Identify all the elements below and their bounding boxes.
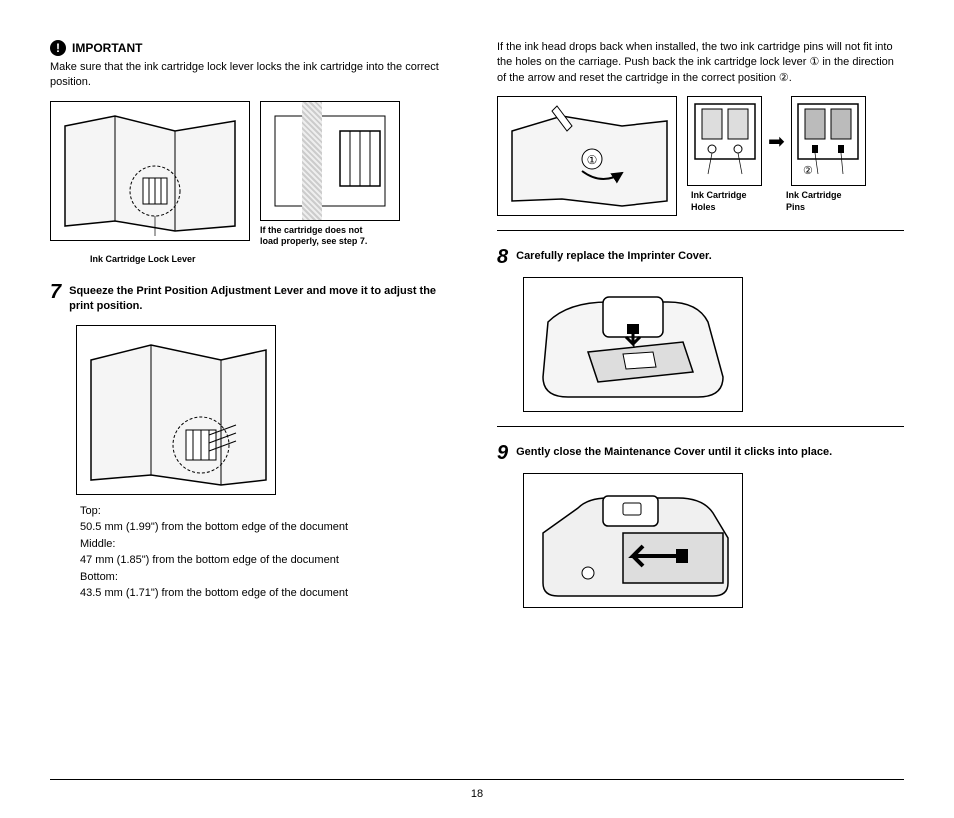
printer-diagram-4: ① [502,101,672,211]
figure-holes [687,96,762,186]
bot-label: Bottom: [80,569,457,586]
important-icon: ! [50,40,66,56]
figure-cartridge-closeup [260,101,400,221]
figure-adjustment-lever [76,325,276,495]
divider-1 [497,230,904,231]
cartridge-caption: If the cartridge does not load properly,… [260,225,400,248]
printer-diagram-3 [81,330,271,490]
holes-diagram [690,99,760,184]
page-footer: 18 [50,779,904,800]
step-9-number: 9 [497,443,508,463]
left-column: ! IMPORTANT Make sure that the ink cartr… [50,40,457,608]
svg-text:①: ① [587,153,598,167]
bot-val: 43.5 mm (1.71") from the bottom edge of … [80,585,457,602]
step-8: 8 Carefully replace the Imprinter Cover. [497,247,904,267]
top-label: Top: [80,503,457,520]
important-header: ! IMPORTANT [50,40,457,56]
step-7: 7 Squeeze the Print Position Adjustment … [50,282,457,315]
step-7-number: 7 [50,282,61,302]
holes-label: Ink Cartridge Holes [691,190,766,213]
lock-lever-caption: Ink Cartridge Lock Lever [90,254,457,266]
pins-label: Ink Cartridge Pins [786,190,861,213]
measurements: Top: 50.5 mm (1.99") from the bottom edg… [80,503,457,602]
printer-diagram-6 [528,478,738,603]
intro-text: If the ink head drops back when installe… [497,40,904,86]
step-7-text: Squeeze the Print Position Adjustment Le… [69,282,457,315]
figure-imprinter-cover [523,277,743,412]
mid-val: 47 mm (1.85") from the bottom edge of th… [80,552,457,569]
step-8-text: Carefully replace the Imprinter Cover. [516,247,712,264]
divider-2 [497,426,904,427]
right-column: If the ink head drops back when installe… [497,40,904,608]
pins-diagram: ② [793,99,863,184]
shaded-indicator [302,102,322,220]
figure-row-1: If the cartridge does not load properly,… [50,101,457,248]
printer-diagram-5 [528,282,738,407]
figure-row-2: ① [497,96,904,216]
step-8-number: 8 [497,247,508,267]
arrow-right-icon: ➡ [768,129,785,154]
printer-diagram-2 [265,106,395,216]
important-text: Make sure that the ink cartridge lock le… [50,60,457,91]
figure-pins: ② [791,96,866,186]
svg-text:②: ② [803,165,813,177]
top-val: 50.5 mm (1.99") from the bottom edge of … [80,519,457,536]
figure-cartridge-lock [50,101,250,241]
printer-diagram-1 [55,106,245,236]
step-9-text: Gently close the Maintenance Cover until… [516,443,832,460]
important-label: IMPORTANT [72,41,142,55]
step-9: 9 Gently close the Maintenance Cover unt… [497,443,904,463]
page-number: 18 [471,788,483,800]
mid-label: Middle: [80,536,457,553]
figure-reset-cartridge: ① [497,96,677,216]
figure-maintenance-cover [523,473,743,608]
